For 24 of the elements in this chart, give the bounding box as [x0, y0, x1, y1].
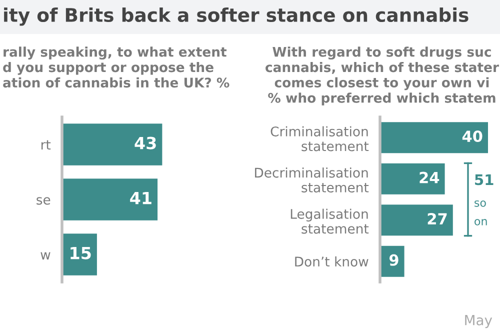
bar: [380, 163, 445, 194]
data-label: 9: [389, 254, 398, 266]
chart-subtitle: With regard to soft drugs suc cannabis, which of these stater comes closest to your own vi % who preferred which statem: [266, 46, 499, 106]
y-tick-label: Legalisation statement: [290, 208, 369, 234]
y-tick-label: Decriminalisation statement: [255, 167, 369, 192]
y-tick-label: Criminalisation statement: [270, 126, 369, 152]
chart-subtitle: rally speaking, to what extent d you support or oppose the ation of cannabis in the UK? %: [3, 46, 230, 88]
data-label: 41: [130, 192, 152, 204]
data-label: 15: [70, 246, 91, 260]
data-label: 24: [420, 172, 440, 184]
text: May: [465, 315, 492, 328]
bar: [380, 122, 488, 154]
data-label: 43: [134, 136, 156, 150]
annotation: so: [474, 200, 486, 207]
text: ity of Brits back a softer stance on cannabis: [4, 8, 468, 26]
annotation: on: [474, 219, 487, 226]
data-label: 40: [462, 130, 482, 142]
y-tick-label: w: [40, 252, 50, 260]
y-tick-label: Don’t know: [295, 256, 368, 267]
data-label: 27: [428, 213, 447, 224]
y-tick-label: se: [36, 197, 50, 205]
bar: [380, 204, 453, 236]
annotation: 51: [475, 174, 494, 186]
y-tick-label: rt: [41, 140, 51, 150]
